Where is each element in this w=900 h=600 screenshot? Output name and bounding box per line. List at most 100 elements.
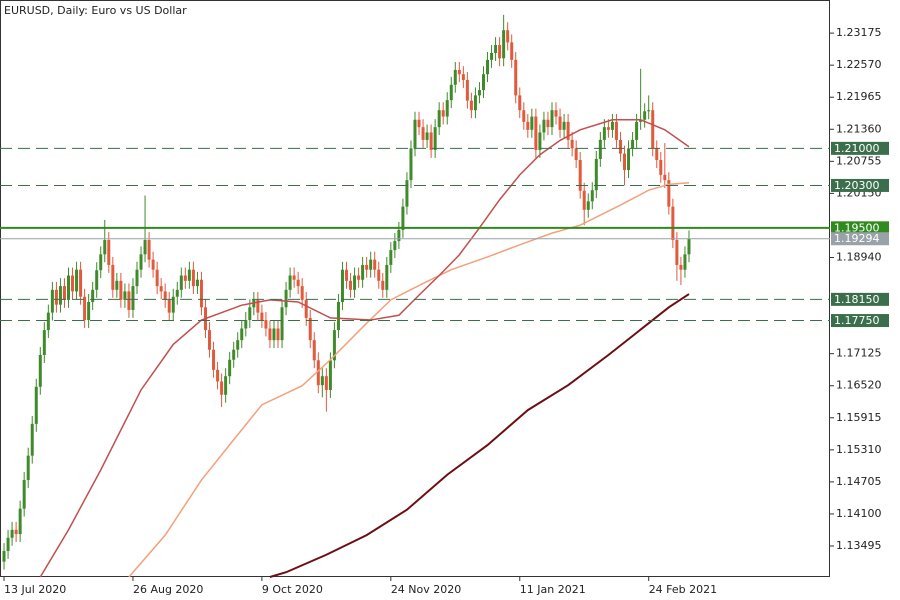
candle-body: [46, 312, 50, 331]
candle-body: [461, 74, 465, 81]
y-tick-label: 1.15310: [836, 443, 882, 456]
candle-body: [175, 289, 179, 297]
candle-body: [453, 69, 457, 85]
candle-body: [312, 340, 316, 361]
candle-body: [425, 132, 429, 140]
candle-body: [421, 127, 425, 140]
candle-body: [62, 286, 66, 300]
candle-body: [244, 320, 248, 329]
candle-body: [103, 240, 107, 255]
candle-body: [381, 280, 385, 290]
level-label-bg: [831, 141, 889, 155]
candle-body: [264, 320, 268, 329]
candle-body: [655, 148, 659, 161]
candle-body: [522, 110, 526, 122]
candle-body: [91, 289, 95, 303]
candle-body: [542, 119, 546, 133]
moving-average: [269, 293, 690, 578]
y-tick-label: 1.17125: [836, 347, 882, 360]
candle-body: [139, 254, 143, 270]
candle-body: [502, 30, 506, 59]
candle-body: [276, 328, 280, 341]
y-tick-label: 1.22570: [836, 58, 882, 71]
candle-body: [42, 330, 46, 355]
candle-body: [135, 269, 139, 287]
candle-body: [115, 280, 119, 290]
level-label-bg: [831, 178, 889, 192]
candle-body: [651, 110, 655, 149]
candle-body: [675, 240, 679, 265]
x-tick-label: 24 Feb 2021: [649, 583, 717, 596]
candle-body: [409, 148, 413, 181]
candle-body: [99, 254, 103, 271]
candle-body: [159, 286, 163, 292]
candle-body: [328, 360, 332, 390]
candle-body: [429, 132, 433, 150]
y-tick-label: 1.13495: [836, 539, 882, 552]
level-label-bg: [831, 232, 889, 246]
candle-body: [401, 206, 405, 230]
candle-body: [248, 307, 252, 321]
level-label: 1.21000: [834, 142, 880, 155]
candle-body: [526, 121, 530, 130]
candle-body: [6, 537, 10, 552]
candle-body: [417, 119, 421, 128]
candle-body: [143, 240, 147, 255]
candle-body: [486, 59, 490, 75]
candle-body: [659, 160, 663, 175]
candle-body: [111, 264, 115, 290]
candle-body: [66, 275, 70, 300]
candle-body: [594, 158, 598, 191]
candle-body: [578, 160, 582, 191]
candle-body: [538, 132, 542, 150]
candle-body: [389, 250, 393, 265]
candle-body: [127, 291, 131, 310]
candle-body: [296, 279, 300, 287]
x-tick-label: 26 Aug 2020: [133, 583, 203, 596]
candle-body: [288, 275, 292, 290]
candle-body: [292, 275, 296, 280]
candle-body: [79, 269, 83, 297]
candle-body: [627, 148, 631, 171]
candle-body: [671, 206, 675, 241]
candle-body: [445, 100, 449, 117]
candle-body: [18, 508, 22, 535]
y-tick-label: 1.16520: [836, 379, 882, 392]
candle-body: [208, 330, 212, 350]
candle-body: [534, 116, 538, 150]
candle-body: [481, 74, 485, 91]
candle-body: [340, 269, 344, 303]
candle-body: [550, 110, 554, 128]
level-label: 1.20300: [834, 179, 880, 192]
candle-body: [240, 328, 244, 341]
y-tick-label: 1.21965: [836, 90, 882, 103]
level-label: 1.17750: [834, 314, 880, 327]
candle-body: [272, 328, 276, 341]
level-label-bg: [831, 292, 889, 306]
candle-body: [554, 110, 558, 117]
candle-body: [34, 386, 38, 424]
level-label: 1.19294: [834, 232, 880, 245]
candle-body: [518, 95, 522, 111]
candle-body: [256, 299, 260, 313]
candle-body: [494, 45, 498, 53]
candle-body: [631, 139, 635, 149]
candle-body: [2, 551, 6, 562]
moving-average: [39, 118, 690, 578]
level-label: 1.18150: [834, 293, 880, 306]
y-tick-label: 1.20755: [836, 154, 882, 167]
level-label-bg: [831, 314, 889, 328]
candle-body: [566, 121, 570, 140]
candle-body: [663, 174, 667, 181]
candle-body: [546, 119, 550, 128]
candle-body: [393, 241, 397, 251]
y-tick-label: 1.14100: [836, 507, 882, 520]
candle-body: [30, 423, 34, 456]
candle-body: [361, 264, 365, 280]
candle-body: [316, 360, 320, 386]
candle-body: [228, 359, 232, 377]
candle-body: [131, 286, 135, 310]
candle-body: [602, 127, 606, 140]
candle-body: [405, 180, 409, 207]
